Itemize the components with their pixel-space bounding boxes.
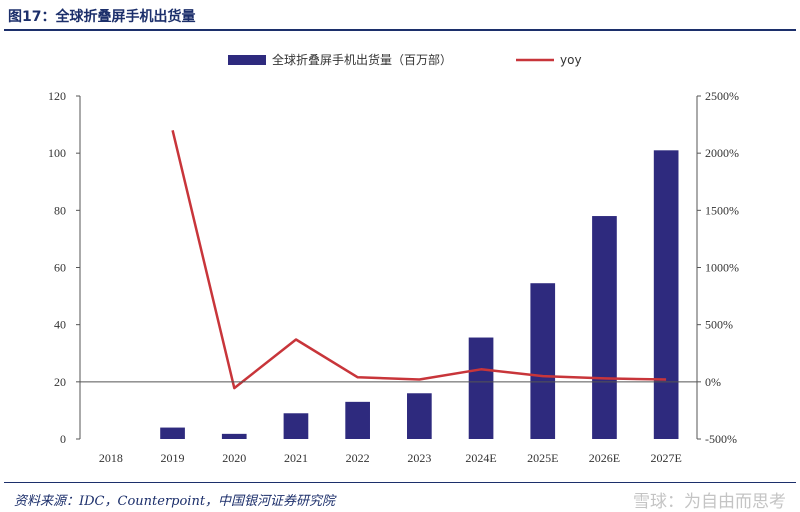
shipment-bar (160, 427, 185, 439)
left-tick-label: 60 (54, 261, 66, 275)
watermark: 雪球：为自由而思考 (633, 492, 786, 512)
shipment-bar (530, 283, 556, 439)
figure-footer: 资料来源：IDC，Counterpoint，中国银河证券研究院 雪球：为自由而思… (0, 482, 800, 512)
right-tick-label: 1500% (705, 203, 739, 217)
left-tick-label: 80 (54, 203, 66, 217)
right-tick-label: 2500% (705, 89, 739, 103)
shipment-bar (345, 401, 370, 439)
bar-series (160, 150, 679, 439)
left-tick-label: 100 (48, 146, 66, 160)
chart-legend: 全球折叠屏手机出货量（百万部） yoy (228, 52, 582, 67)
shipment-bar (468, 337, 494, 439)
shipment-bar (653, 150, 679, 439)
shipment-bar (283, 413, 309, 439)
legend-bar-swatch (228, 55, 266, 65)
x-tick-label: 2024E (465, 451, 496, 465)
legend-line-label: yoy (560, 53, 582, 67)
left-y-axis: 0 20 40 60 80 100 120 (48, 89, 81, 446)
x-axis: 2018 2019 2020 2021 2022 2023 2024E 2025E 2026E 2… (80, 381, 697, 465)
x-tick-label: 2018 (99, 451, 123, 465)
right-tick-label: 0% (705, 375, 721, 389)
left-tick-label: 120 (48, 89, 66, 103)
yoy-line-series (171, 130, 667, 390)
bottom-divider (4, 482, 796, 483)
right-tick-label: 500% (705, 318, 733, 332)
shipment-bar (407, 393, 432, 439)
source-note: 资料来源：IDC，Counterpoint，中国银河证券研究院 (14, 494, 336, 509)
right-tick-label: 1000% (705, 261, 739, 275)
right-y-axis: -500% 0% 500% 1000% 1500% 2000% 2500% (696, 89, 739, 446)
x-tick-label: 2027E (650, 451, 681, 465)
left-tick-label: 20 (54, 375, 66, 389)
x-tick-label: 2022 (346, 451, 370, 465)
left-tick-label: 0 (60, 432, 66, 446)
x-tick-label: 2020 (222, 451, 246, 465)
figure-header: 图17：全球折叠屏手机出货量 (0, 0, 800, 31)
top-divider (4, 29, 796, 31)
x-tick-label: 2025E (527, 451, 558, 465)
x-tick-label: 2026E (589, 451, 620, 465)
shipment-bar (592, 216, 617, 439)
figure-title: 图17：全球折叠屏手机出货量 (8, 9, 196, 25)
legend-bar-label: 全球折叠屏手机出货量（百万部） (272, 52, 452, 67)
x-tick-label: 2019 (161, 451, 185, 465)
x-tick-label: 2023 (407, 451, 431, 465)
right-tick-label: 2000% (705, 146, 739, 160)
left-tick-label: 40 (54, 318, 66, 332)
yoy-line (171, 130, 667, 390)
shipment-bar (221, 433, 247, 439)
right-tick-label: -500% (705, 432, 737, 446)
x-tick-label: 2021 (284, 451, 308, 465)
shipments-chart: 全球折叠屏手机出货量（百万部） yoy 0 20 40 60 80 100 120 -500%… (48, 52, 739, 465)
